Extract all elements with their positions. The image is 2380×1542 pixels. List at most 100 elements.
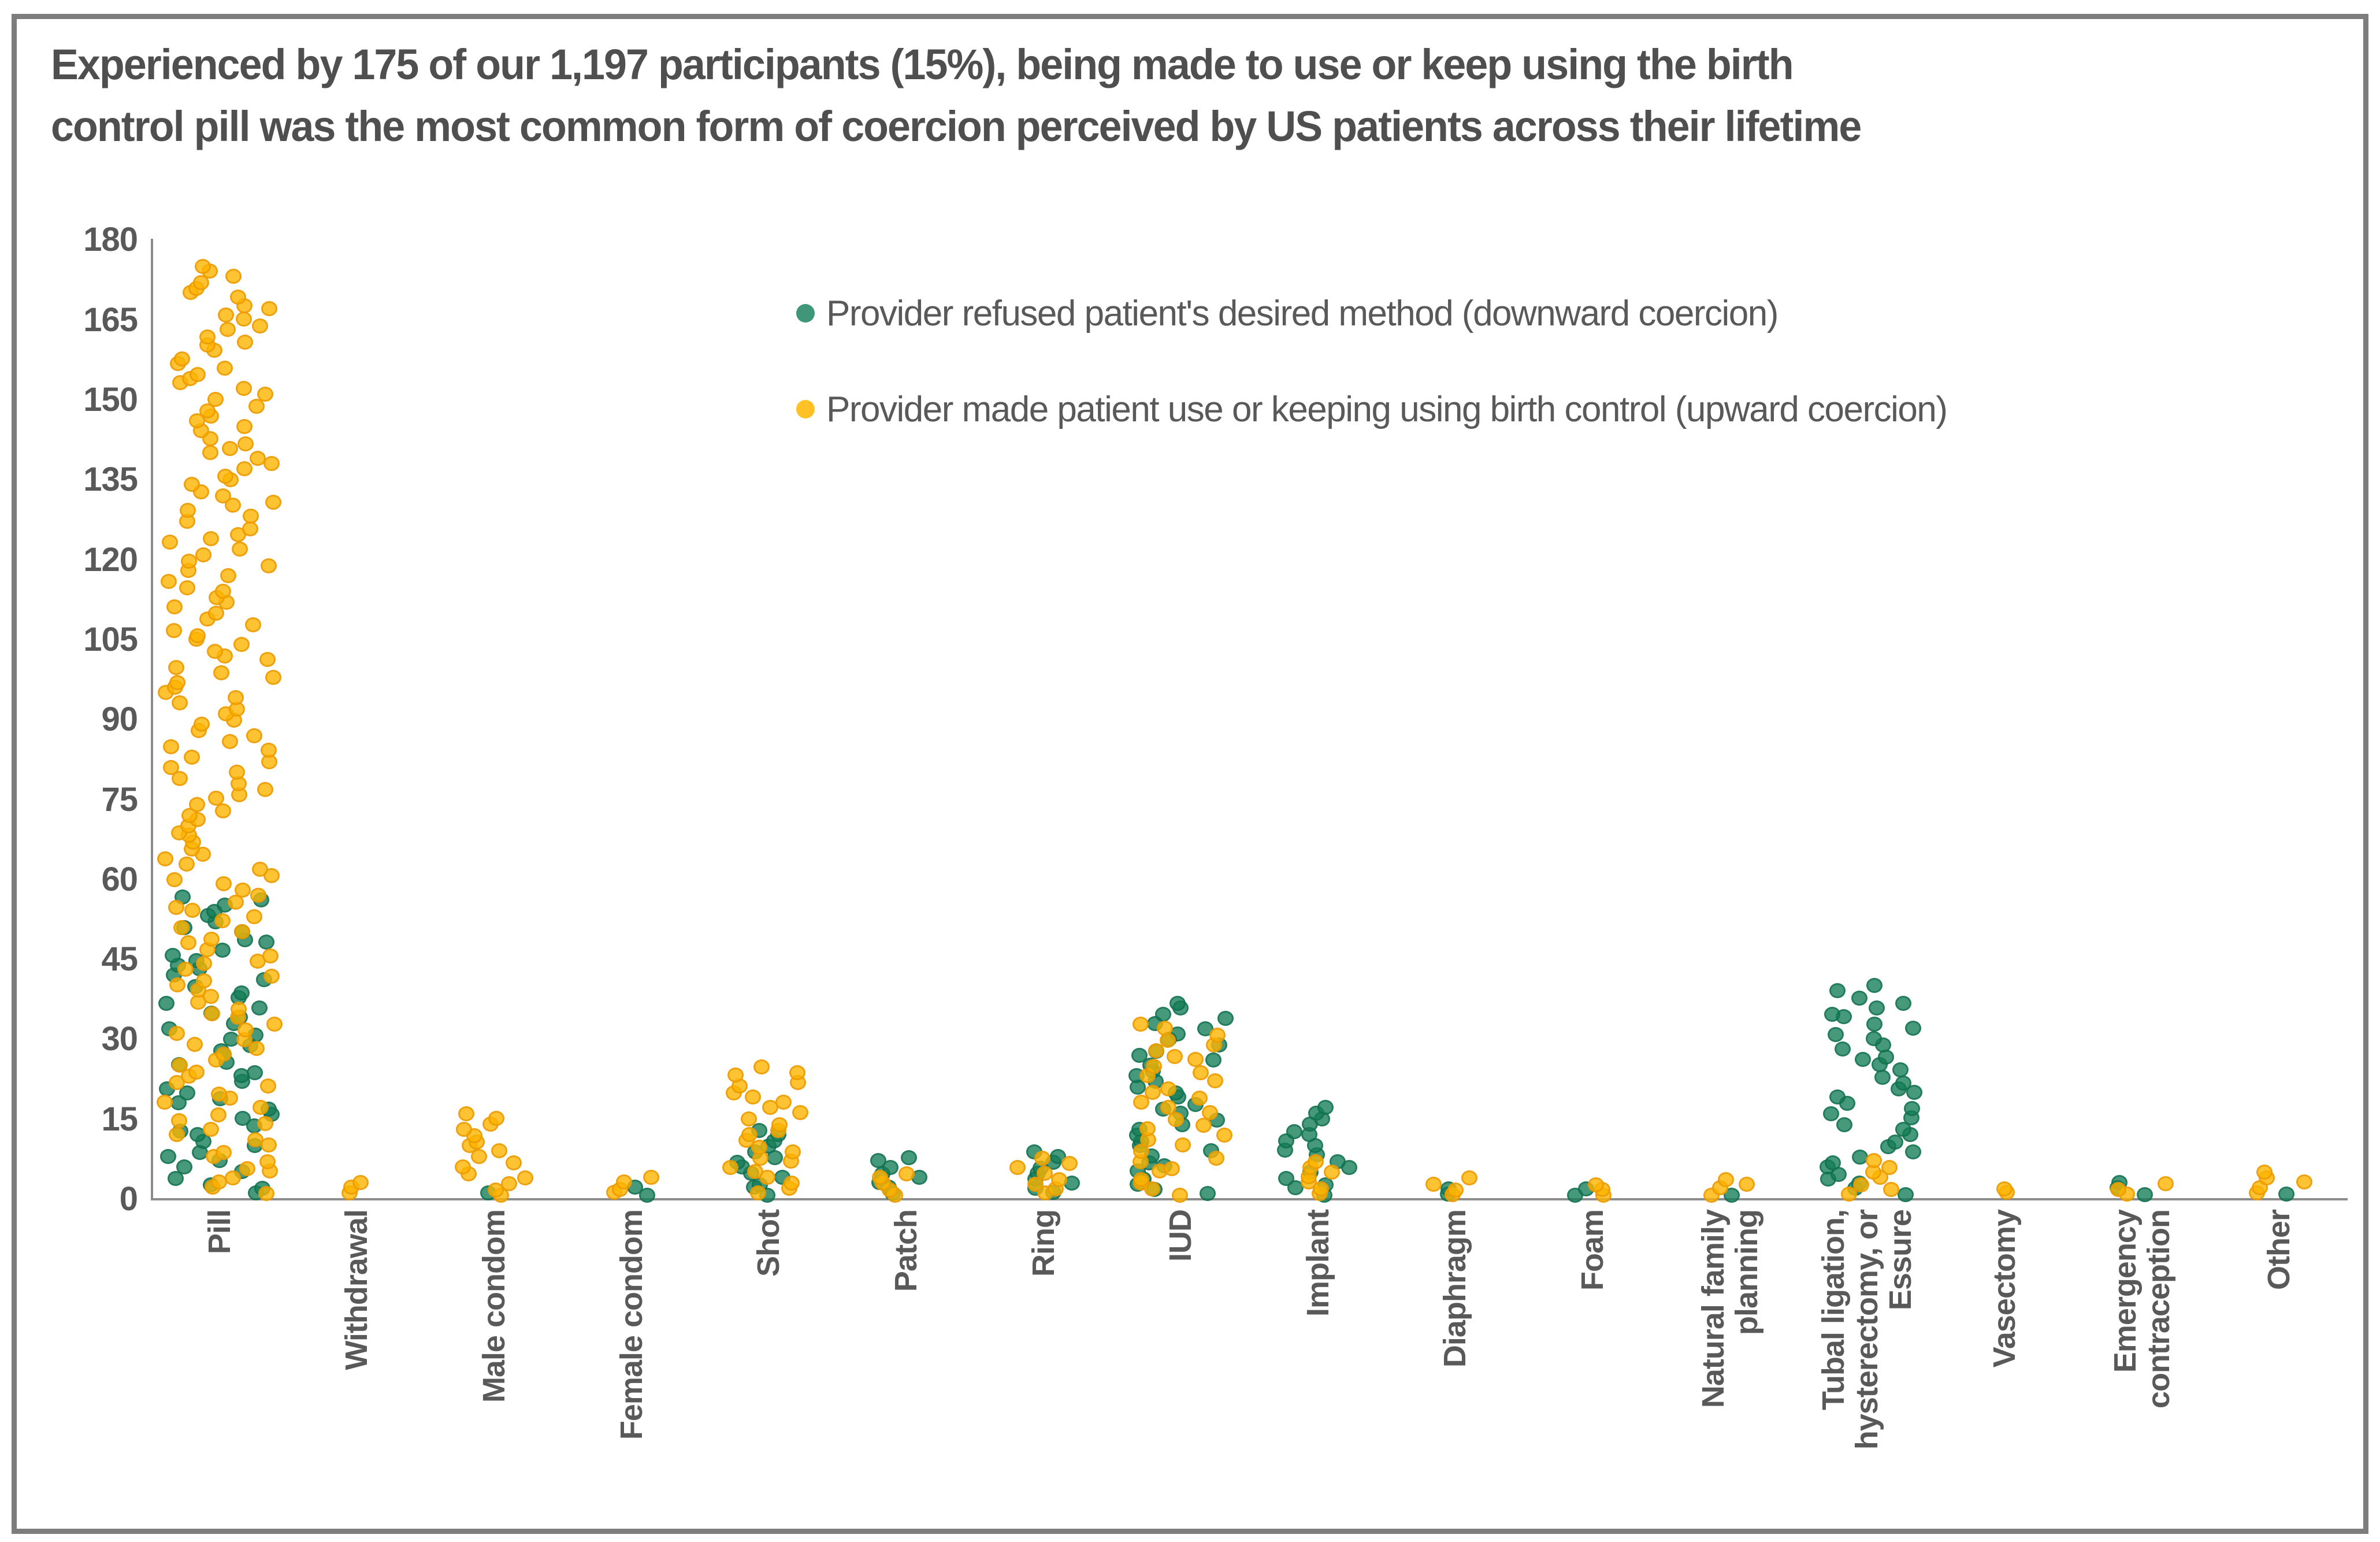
data-point-upward-yellow <box>179 580 195 596</box>
data-point-upward-yellow <box>216 876 232 892</box>
x-axis-category-label: Shot <box>751 1210 786 1277</box>
data-point-upward-yellow <box>722 1160 739 1176</box>
data-point-downward-green <box>1824 1006 1841 1022</box>
data-point-upward-yellow <box>246 728 262 743</box>
data-point-upward-yellow <box>250 888 267 903</box>
data-point-upward-yellow <box>1172 1187 1189 1203</box>
data-point-upward-yellow <box>898 1166 915 1182</box>
data-point-upward-yellow <box>229 290 246 305</box>
data-point-upward-yellow <box>222 441 239 457</box>
data-point-upward-yellow <box>173 920 190 935</box>
data-point-upward-yellow <box>1738 1177 1755 1192</box>
x-axis-category-label: Emergency contraception <box>2107 1210 2176 1409</box>
data-point-upward-yellow <box>1133 1143 1149 1159</box>
data-point-upward-yellow <box>1034 1150 1050 1166</box>
data-point-upward-yellow <box>488 1182 504 1198</box>
data-point-upward-yellow <box>161 535 178 550</box>
data-point-upward-yellow <box>727 1067 744 1083</box>
data-point-downward-green <box>1835 1041 1851 1057</box>
data-point-upward-yellow <box>161 574 177 590</box>
legend-label-upward-coercion: Provider made patient use or keeping usi… <box>826 389 1948 429</box>
data-point-downward-green <box>160 1148 177 1164</box>
data-point-upward-yellow <box>188 1064 205 1080</box>
data-point-upward-yellow <box>206 644 223 659</box>
data-point-upward-yellow <box>203 932 220 947</box>
data-point-upward-yellow <box>183 749 200 765</box>
data-point-upward-yellow <box>265 495 281 510</box>
data-point-upward-yellow <box>1139 1121 1156 1136</box>
data-point-upward-yellow <box>753 1059 770 1074</box>
x-axis-category-label: Ring <box>1026 1210 1061 1277</box>
data-point-upward-yellow <box>1148 1043 1164 1059</box>
data-point-upward-yellow <box>196 955 212 971</box>
data-point-upward-yellow <box>2158 1176 2174 1192</box>
data-point-upward-yellow <box>261 301 277 316</box>
data-point-upward-yellow <box>789 1065 805 1081</box>
data-point-upward-yellow <box>263 456 280 472</box>
data-point-downward-green <box>1278 1171 1295 1187</box>
data-point-upward-yellow <box>259 1154 276 1169</box>
data-point-upward-yellow <box>233 637 250 653</box>
data-point-upward-yellow <box>166 872 183 888</box>
data-point-downward-green <box>1866 1016 1883 1032</box>
data-point-upward-yellow <box>1036 1166 1053 1181</box>
data-point-upward-yellow <box>455 1122 472 1137</box>
data-point-upward-yellow <box>262 948 279 963</box>
x-axis-category-label: Male condom <box>477 1210 512 1403</box>
data-point-downward-green <box>2278 1187 2294 1202</box>
x-axis-category-label: Female condom <box>614 1210 649 1440</box>
data-point-downward-green <box>1898 1187 1914 1202</box>
data-point-upward-yellow <box>1160 1081 1177 1096</box>
data-point-upward-yellow <box>236 418 253 434</box>
data-point-upward-yellow <box>219 321 236 337</box>
data-point-upward-yellow <box>215 1145 232 1161</box>
data-point-downward-green <box>1892 1062 1909 1078</box>
data-point-upward-yellow <box>252 1099 269 1115</box>
y-axis-tick-label: 150 <box>83 381 138 418</box>
data-point-downward-green <box>258 934 275 950</box>
data-point-upward-yellow <box>1145 1058 1162 1074</box>
data-point-upward-yellow <box>1191 1091 1208 1106</box>
data-point-upward-yellow <box>1866 1153 1883 1169</box>
data-point-upward-yellow <box>258 1186 274 1202</box>
data-point-upward-yellow <box>1587 1177 1604 1192</box>
data-point-upward-yellow <box>251 318 268 334</box>
data-point-upward-yellow <box>192 275 209 291</box>
data-point-upward-yellow <box>211 1086 228 1102</box>
data-point-upward-yellow <box>243 508 259 524</box>
data-point-upward-yellow <box>458 1106 475 1121</box>
data-point-upward-yellow <box>771 1117 788 1133</box>
data-point-upward-yellow <box>217 468 233 484</box>
data-point-upward-yellow <box>491 1143 508 1159</box>
data-point-upward-yellow <box>163 739 180 755</box>
data-point-downward-green <box>1131 1048 1148 1063</box>
data-point-upward-yellow <box>750 1185 767 1200</box>
x-axis-category-label: Patch <box>888 1210 923 1292</box>
data-point-downward-green <box>1217 1011 1234 1026</box>
data-point-upward-yellow <box>266 1016 283 1032</box>
data-point-upward-yellow <box>214 488 231 504</box>
data-point-upward-yellow <box>783 1176 800 1191</box>
data-point-upward-yellow <box>260 1078 277 1094</box>
data-point-upward-yellow <box>180 935 196 950</box>
chart-title-line-1: Experienced by 175 of our 1,197 particip… <box>51 40 1794 88</box>
data-point-upward-yellow <box>1209 1028 1226 1043</box>
data-point-upward-yellow <box>1187 1052 1204 1067</box>
data-point-upward-yellow <box>202 444 218 460</box>
data-point-upward-yellow <box>220 568 236 584</box>
data-point-upward-yellow <box>233 924 250 940</box>
data-point-upward-yellow <box>237 1022 254 1038</box>
data-point-downward-green <box>1851 990 1867 1006</box>
data-point-upward-yellow <box>1307 1154 1324 1170</box>
data-point-downward-green <box>1286 1124 1303 1139</box>
data-point-downward-green <box>165 948 181 963</box>
data-point-downward-green <box>1278 1133 1294 1148</box>
data-point-upward-yellow <box>235 311 252 327</box>
data-point-upward-yellow <box>202 431 218 446</box>
data-point-upward-yellow <box>230 1001 247 1017</box>
data-point-upward-yellow <box>501 1176 518 1192</box>
data-point-downward-green <box>158 995 174 1011</box>
data-point-upward-yellow <box>1193 1065 1209 1081</box>
data-point-upward-yellow <box>1324 1164 1341 1180</box>
data-point-upward-yellow <box>872 1170 889 1185</box>
